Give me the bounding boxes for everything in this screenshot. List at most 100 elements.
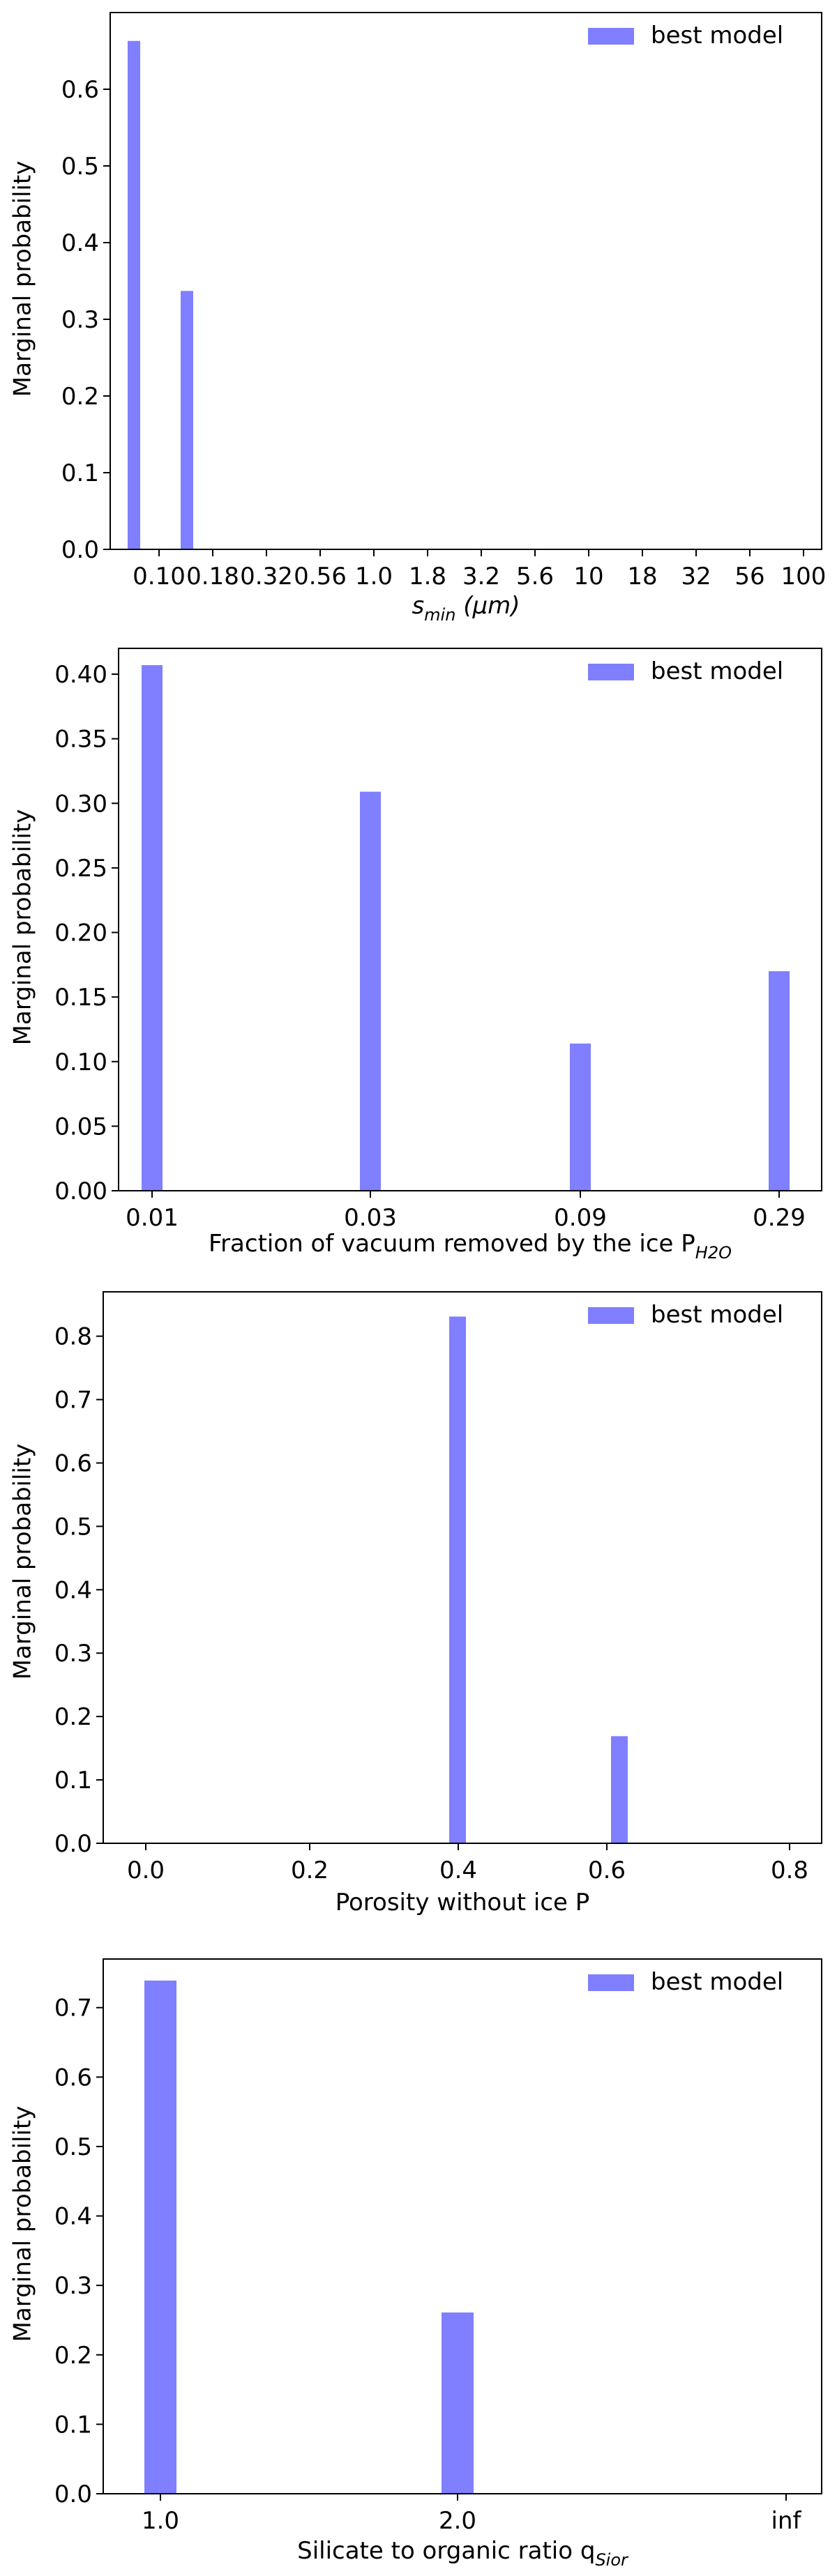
bar-porosity-0.6 <box>611 1736 628 1843</box>
y-tick-label: 0.7 <box>54 1995 92 2022</box>
y-tick-label: 0.3 <box>61 306 99 334</box>
y-tick-label: 0.10 <box>54 1049 107 1076</box>
x-tick-label: 32 <box>681 563 711 590</box>
y-tick-label: 0.5 <box>54 1513 92 1541</box>
x-axis-label: Silicate to organic ratio qSior <box>297 2537 629 2570</box>
y-tick-label: 0.00 <box>54 1178 107 1205</box>
y-tick-label: 0.1 <box>54 1767 92 1794</box>
x-axis-label: Porosity without ice P <box>335 1889 590 1916</box>
x-tick-label: 0.8 <box>771 1857 808 1884</box>
y-tick-label: 0.0 <box>54 2480 92 2508</box>
x-tick-label: 2.0 <box>439 2507 476 2535</box>
axes-frame <box>118 648 822 1191</box>
y-tick-label: 0.4 <box>54 2203 92 2231</box>
x-tick-label: 0.2 <box>291 1857 329 1884</box>
y-tick-label: 0.30 <box>54 790 107 818</box>
y-tick-label: 0.35 <box>54 726 107 754</box>
x-tick-label: 0.0 <box>127 1857 165 1884</box>
y-tick-label: 0.25 <box>54 855 107 883</box>
x-tick-label: 10 <box>573 563 603 590</box>
y-tick-label: 0.1 <box>61 459 99 487</box>
y-tick-label: 0.7 <box>54 1387 92 1415</box>
y-tick-label: 0.6 <box>54 2064 92 2091</box>
y-tick-label: 0.4 <box>61 229 99 257</box>
y-tick-label: 0.20 <box>54 920 107 947</box>
y-tick-label: 0.4 <box>54 1576 92 1604</box>
x-tick-label: 0.4 <box>439 1857 477 1884</box>
x-axis-label: smin (μm) <box>412 592 520 625</box>
chart-panel-ph2o: 0.00 0.05 0.10 0.15 0.20 0.25 0.30 0.35 0.40 0.01… <box>0 638 837 1283</box>
axes-frame <box>103 1291 822 1844</box>
x-tick-label: 0.18 <box>186 563 239 590</box>
x-tick-label: 0.29 <box>753 1204 806 1232</box>
y-tick-label: 0.5 <box>54 2133 92 2161</box>
y-tick-label: 0.2 <box>54 1703 92 1731</box>
chart-panel-qsior: 0.0 0.1 0.2 0.3 0.4 0.5 0.6 0.7 1.0 2.0 inf Margina… <box>0 1928 837 2576</box>
bar-smin-0.18 <box>181 291 193 549</box>
y-tick-label: 0.6 <box>61 76 99 104</box>
legend-swatch <box>588 664 634 680</box>
chart-svg-qsior: 0.0 0.1 0.2 0.3 0.4 0.5 0.6 0.7 1.0 2.0 inf Margina… <box>9 1958 822 2570</box>
x-axis-label: Fraction of vacuum removed by the ice PH… <box>209 1230 732 1263</box>
y-tick-label: 0.3 <box>54 2272 92 2300</box>
y-tick-label: 0.8 <box>54 1323 92 1351</box>
y-axis-label: Marginal probability <box>9 2106 37 2342</box>
bar-ph2o-0.03 <box>360 791 381 1191</box>
chart-panel-porosity: 0.0 0.1 0.2 0.3 0.4 0.5 0.6 0.7 0.8 0.0 0.2 0.4 0.6 0… <box>0 1283 837 1928</box>
x-axis-label-main: Silicate to organic ratio q <box>297 2537 595 2565</box>
bar-porosity-0.4 <box>449 1316 466 1843</box>
legend-label: best model <box>651 22 783 49</box>
x-tick-label: 100 <box>781 563 827 590</box>
x-axis-label-suffix: (μm) <box>455 592 520 620</box>
legend-swatch <box>588 1974 634 1991</box>
x-tick-label: 0.56 <box>294 563 347 590</box>
y-tick-label: 0.1 <box>54 2411 92 2439</box>
legend-label: best model <box>651 657 783 685</box>
y-tick-label: 0.2 <box>61 383 99 411</box>
chart-svg-porosity: 0.0 0.1 0.2 0.3 0.4 0.5 0.6 0.7 0.8 0.0 0.2 0.4 0.6 0… <box>9 1291 822 1916</box>
y-tick-label: 0.05 <box>54 1113 107 1141</box>
y-tick-label: 0.15 <box>54 984 107 1012</box>
x-tick-label: 1.0 <box>142 2507 179 2535</box>
bar-smin-0.10 <box>128 40 140 549</box>
chart-svg-ph2o: 0.00 0.05 0.10 0.15 0.20 0.25 0.30 0.35 0.40 0.01… <box>9 648 822 1263</box>
x-axis-label-subscript: Sior <box>595 2550 629 2570</box>
legend-label: best model <box>651 1301 783 1329</box>
x-tick-label: 0.32 <box>240 563 293 590</box>
x-tick-label: 0.10 <box>133 563 186 590</box>
legend-label: best model <box>651 1968 783 1996</box>
x-tick-label: 1.8 <box>409 563 446 590</box>
legend-swatch <box>588 1307 634 1324</box>
x-tick-label: 5.6 <box>516 563 554 590</box>
y-tick-label: 0.0 <box>54 1830 92 1858</box>
y-axis-label: Marginal probability <box>9 809 37 1046</box>
y-tick-label: 0.2 <box>54 2342 92 2370</box>
bar-qsior-1.0 <box>144 1980 176 2494</box>
y-tick-label: 0.6 <box>54 1449 92 1477</box>
y-tick-label: 0.40 <box>54 661 107 689</box>
bar-qsior-2.0 <box>442 2312 474 2494</box>
x-tick-label: 18 <box>627 563 657 590</box>
x-axis-label-main: Porosity without ice P <box>335 1889 590 1916</box>
x-axis-label-main: s <box>412 592 424 620</box>
y-tick-label: 0.0 <box>61 536 99 564</box>
x-axis-label-main: Fraction of vacuum removed by the ice P <box>209 1230 695 1258</box>
x-tick-label: 3.2 <box>462 563 500 590</box>
y-tick-label: 0.3 <box>54 1640 92 1668</box>
x-tick-label: 0.01 <box>126 1204 179 1232</box>
x-tick-label: 0.09 <box>554 1204 607 1232</box>
x-tick-label: 56 <box>734 563 764 590</box>
y-axis-label: Marginal probability <box>9 161 37 397</box>
x-tick-label: 0.6 <box>588 1857 626 1884</box>
y-tick-label: 0.5 <box>61 153 99 181</box>
axes-frame <box>110 12 822 550</box>
x-axis-label-subscript: min <box>424 605 455 625</box>
axes-frame <box>103 1958 822 2494</box>
legend-swatch <box>588 28 634 45</box>
bar-ph2o-0.09 <box>570 1043 591 1191</box>
y-axis-label: Marginal probability <box>9 1444 37 1680</box>
bar-ph2o-0.01 <box>142 665 163 1191</box>
bar-ph2o-0.29 <box>769 971 790 1191</box>
chart-svg-smin: 0.0 0.1 0.2 0.3 0.4 0.5 0.6 0.10 0.18 0.32 0.56 1.0… <box>9 12 827 625</box>
chart-panel-smin: 0.0 0.1 0.2 0.3 0.4 0.5 0.6 0.10 0.18 0.32 0.56 1.0… <box>0 0 837 638</box>
